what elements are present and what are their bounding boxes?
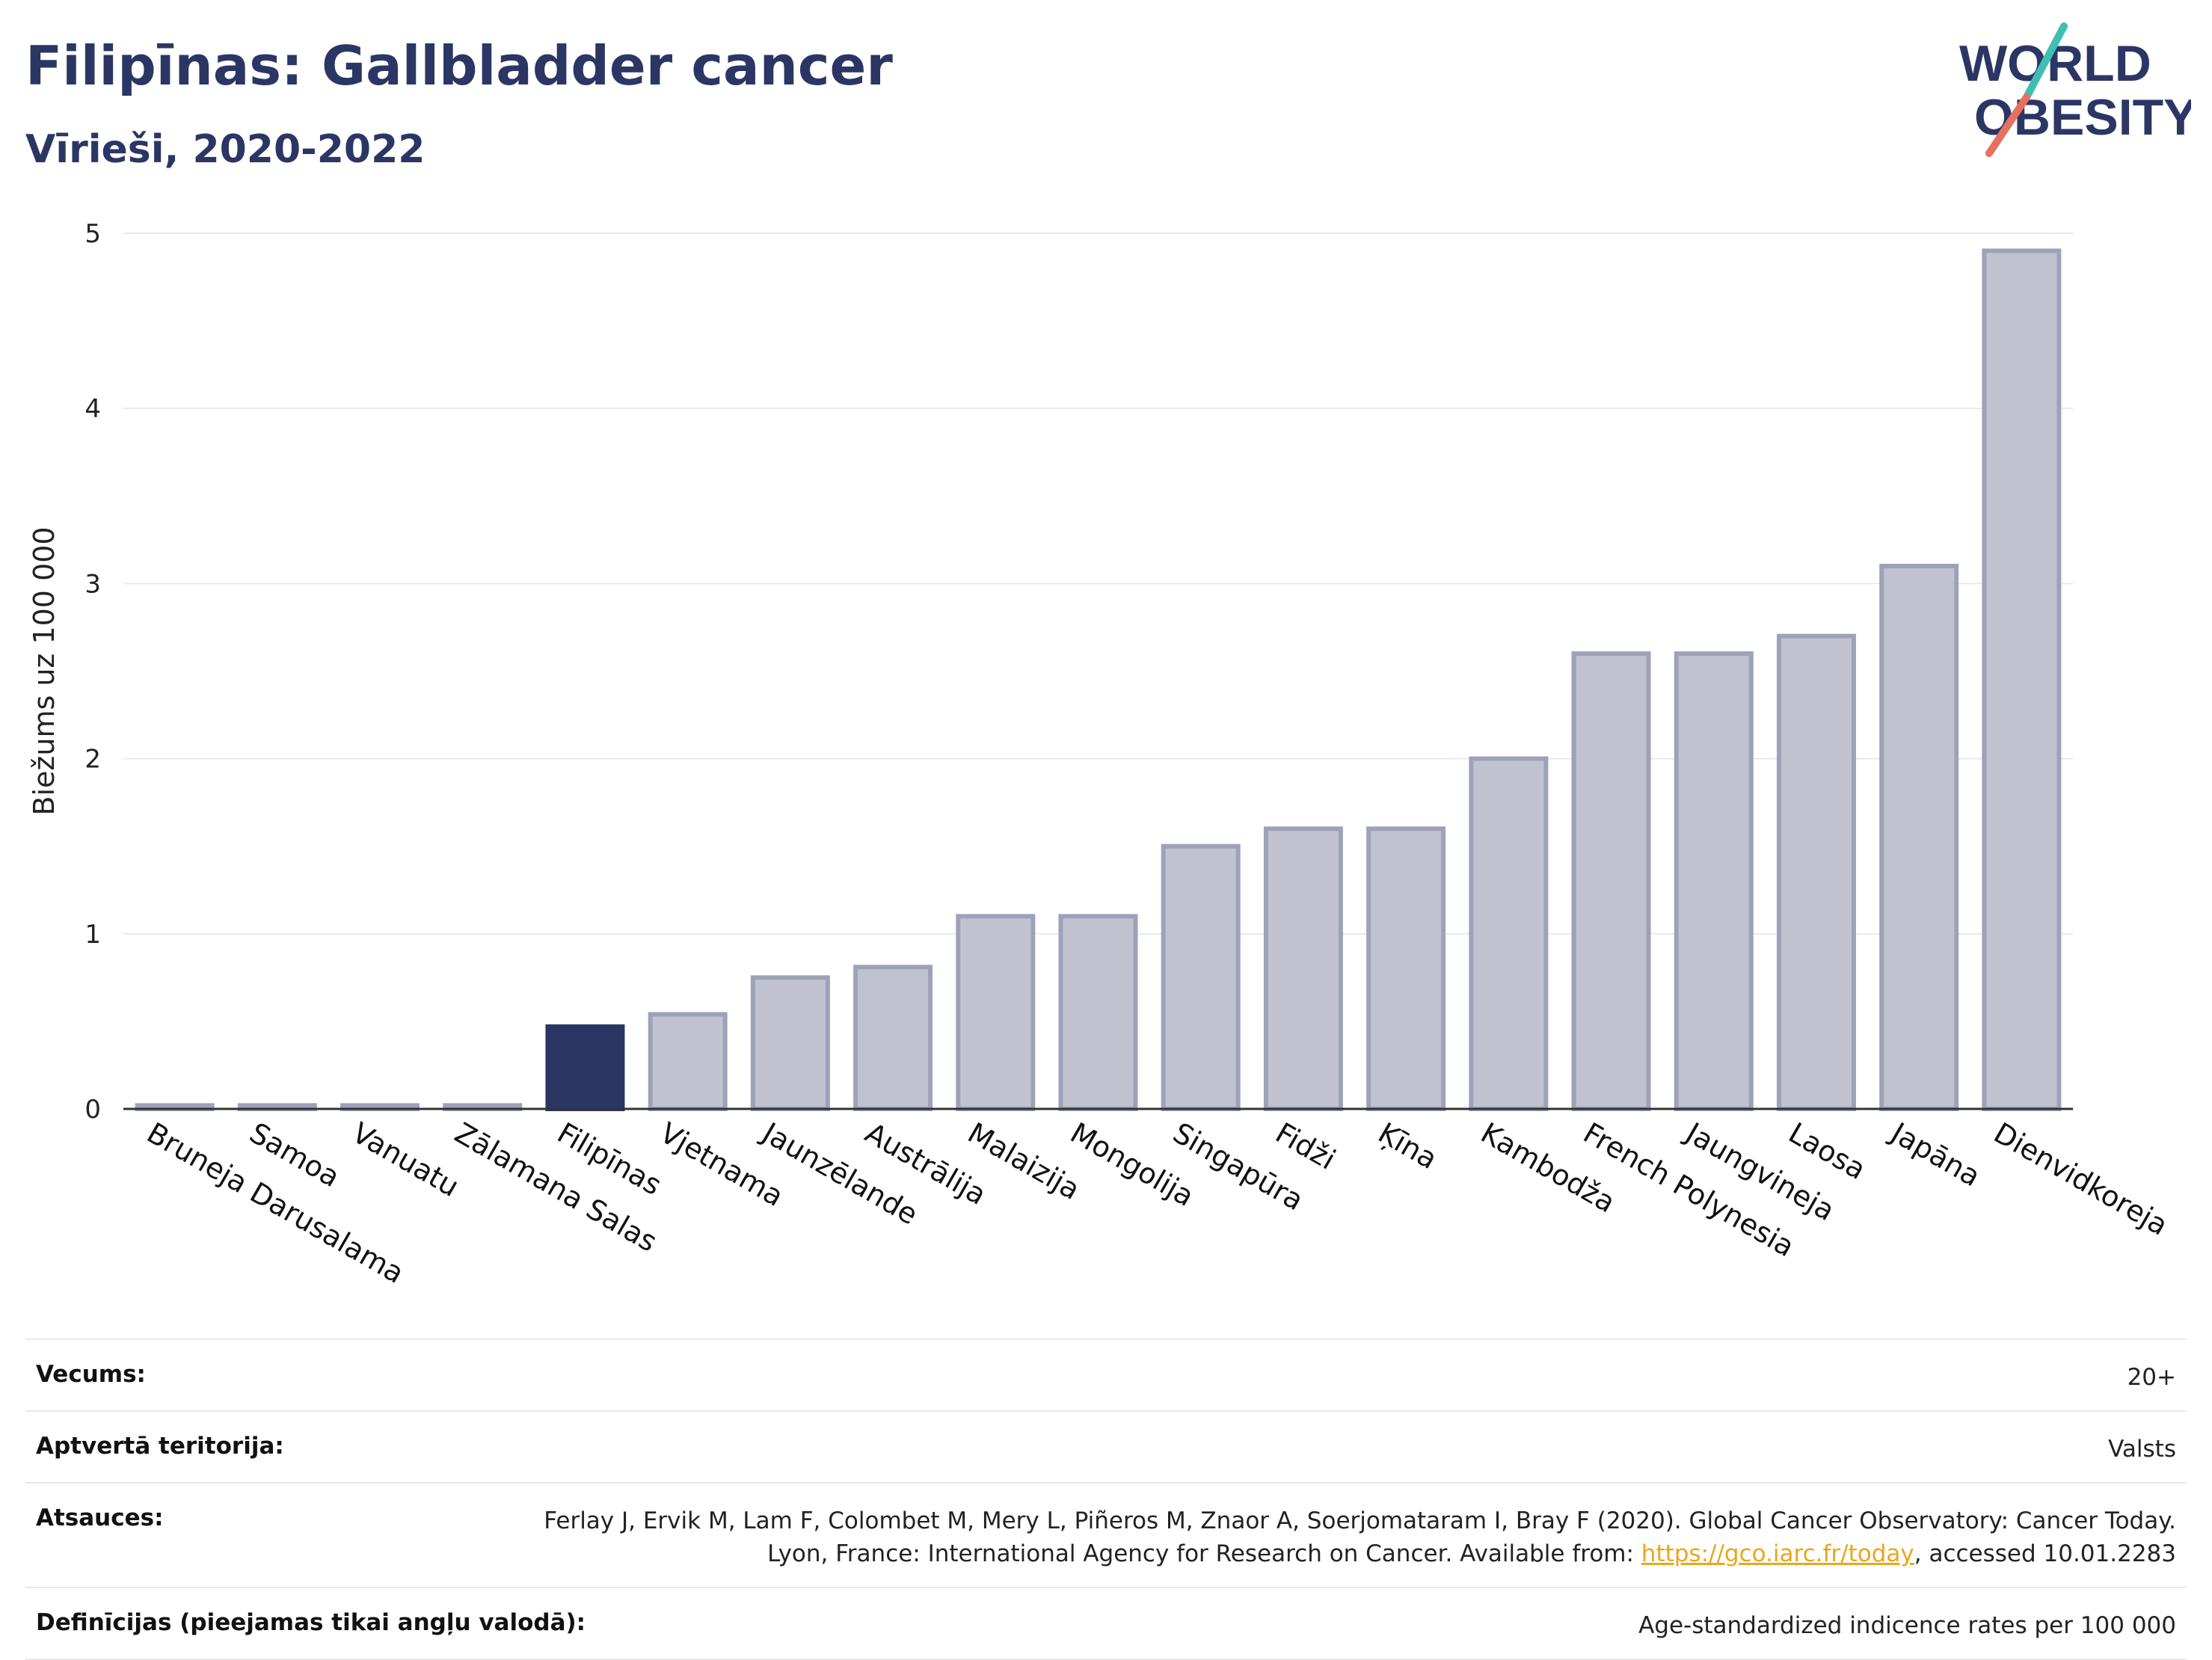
- bar: [1058, 914, 1138, 1111]
- sources-label: Atsauces:: [36, 1504, 164, 1531]
- x-tick-label: Dienvidkoreja: [1988, 1116, 2173, 1242]
- bar: [1571, 651, 1651, 1111]
- meta-row-sources: Atsauces: Ferlay J, Ervik M, Lam F, Colo…: [25, 1482, 2187, 1587]
- y-tick-label: 2: [85, 745, 101, 775]
- meta-row-territory: Aptvertā teritorija: Valsts: [25, 1410, 2187, 1482]
- page-subtitle: Vīrieši, 2020-2022: [25, 127, 425, 172]
- bar: [956, 914, 1036, 1111]
- logo-coral-stroke: [1985, 93, 2030, 157]
- bar: [1161, 843, 1241, 1111]
- meta-row-definitions: Definīcijas (pieejamas tikai angļu valod…: [25, 1587, 2187, 1660]
- info-table: Vecums: 20+ Aptvertā teritorija: Valsts …: [25, 1338, 2187, 1660]
- x-tick-label: Japāna: [1884, 1116, 1986, 1193]
- sources-value: Ferlay J, Ervik M, Lam F, Colombet M, Me…: [494, 1504, 2176, 1570]
- bar: [1879, 563, 1959, 1111]
- definitions-label: Definīcijas (pieejamas tikai angļu valod…: [36, 1609, 586, 1636]
- x-tick-label: Ķīna: [1373, 1116, 1443, 1176]
- world-obesity-logo: WORLD OBESITY: [1959, 22, 2191, 157]
- bar: [1674, 651, 1754, 1111]
- page-title: Filipīnas: Gallbladder cancer: [25, 34, 893, 97]
- y-tick-label: 3: [85, 569, 101, 599]
- bar: [1366, 826, 1446, 1112]
- bar: [750, 975, 830, 1111]
- sources-link[interactable]: https://gco.iarc.fr/today: [1641, 1540, 1914, 1567]
- x-tick-label: Fidži: [1270, 1116, 1341, 1176]
- bar: [1982, 248, 2062, 1111]
- sources-text-1: Ferlay J, Ervik M, Lam F, Colombet M, Me…: [544, 1507, 2176, 1567]
- territory-label: Aptvertā teritorija:: [36, 1433, 284, 1460]
- bar: [1263, 826, 1343, 1112]
- sources-text-2: , accessed 10.01.2283: [1914, 1540, 2176, 1567]
- y-tick-label: 5: [85, 219, 101, 249]
- bar: [545, 1024, 625, 1112]
- definitions-value: Age-standardized indicence rates per 100…: [1638, 1612, 2176, 1639]
- age-label: Vecums:: [36, 1361, 146, 1388]
- y-tick-label: 4: [85, 394, 101, 424]
- y-tick-label: 0: [85, 1095, 101, 1125]
- age-value: 20+: [2127, 1364, 2176, 1391]
- y-axis-label: Biežums uz 100 000: [28, 526, 61, 815]
- bar: [1776, 633, 1856, 1111]
- meta-row-age: Vecums: 20+: [25, 1338, 2187, 1410]
- logo-teal-stroke: [2023, 22, 2068, 101]
- bar: [1469, 756, 1549, 1111]
- territory-value: Valsts: [2108, 1436, 2176, 1463]
- bar: [648, 1012, 728, 1111]
- y-tick-label: 1: [85, 920, 101, 950]
- bar: [853, 965, 933, 1111]
- x-tick-label: Vanuatu: [347, 1116, 465, 1203]
